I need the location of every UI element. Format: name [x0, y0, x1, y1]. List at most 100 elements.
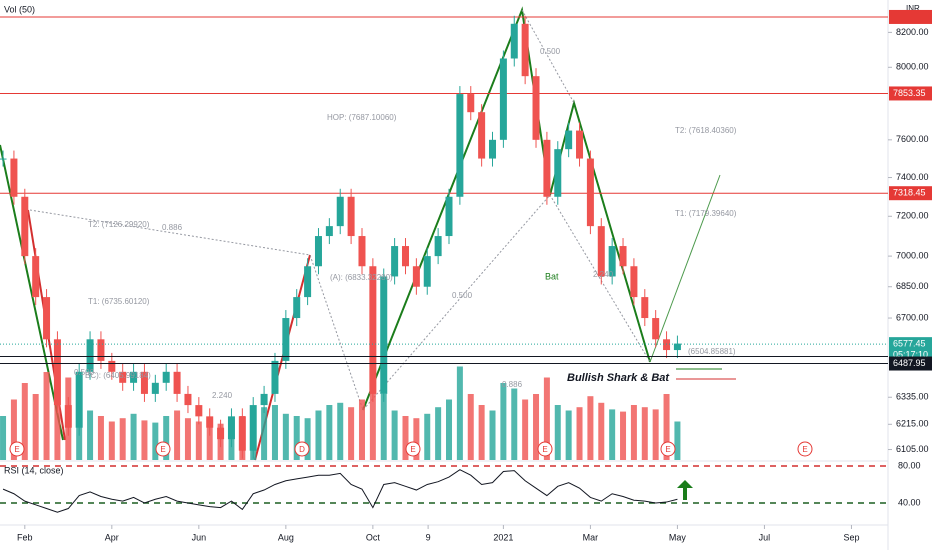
event-badge	[797, 441, 813, 457]
annotation: T1: (6735.60120)	[88, 297, 150, 306]
y-tick-label: 7600.00	[896, 134, 929, 144]
rsi-title: RSI (14, close)	[4, 465, 64, 475]
rsi-tick-label: 80.00	[898, 460, 921, 470]
y-tick-label: 6105.00	[896, 444, 929, 454]
volume-bar	[43, 372, 50, 460]
x-tick-label: Mar	[583, 532, 599, 542]
annotation: 0.500	[452, 291, 473, 300]
candle	[162, 371, 170, 383]
volume-bar	[598, 402, 605, 460]
event-badge	[294, 441, 310, 457]
candle	[467, 94, 475, 113]
candle	[499, 58, 507, 140]
event-label: E	[665, 445, 670, 454]
volume-bar	[0, 416, 7, 460]
candle	[358, 236, 366, 267]
annotation: HOP: (7687.10060)	[327, 113, 397, 122]
annotation: Bullish Shark & Bat	[567, 372, 670, 384]
volume-bar	[620, 411, 627, 460]
candle	[510, 23, 518, 59]
volume-bar	[663, 394, 670, 460]
annotation: T2: (7618.40360)	[675, 126, 737, 135]
pattern-dotted	[521, 9, 575, 104]
x-tick-label: Sep	[843, 532, 859, 542]
volume-bar	[32, 394, 39, 460]
candle	[489, 139, 497, 159]
candle	[663, 339, 671, 351]
candle	[532, 76, 540, 140]
candle	[391, 246, 399, 277]
volume-bar	[456, 366, 463, 460]
candle	[260, 393, 268, 406]
candle	[554, 149, 562, 197]
candle	[86, 339, 94, 372]
volume-bar	[326, 405, 333, 460]
volume-bar	[435, 407, 442, 460]
volume-bar	[652, 409, 659, 460]
event-label: E	[410, 445, 415, 454]
candle	[227, 416, 235, 440]
candle	[151, 382, 159, 394]
volume-bar	[21, 383, 28, 460]
candle	[576, 130, 584, 159]
volume-bar	[304, 418, 311, 460]
candle	[282, 318, 290, 361]
candle	[445, 196, 453, 237]
volume-bar	[674, 421, 681, 460]
candle	[401, 246, 409, 267]
annotation: Bat	[545, 271, 559, 281]
candle	[434, 236, 442, 257]
candle	[478, 112, 486, 159]
volume-bar	[489, 410, 496, 460]
volume-bar	[163, 416, 170, 460]
indicator-label: Vol (50)	[4, 4, 35, 14]
event-badge	[155, 441, 171, 457]
y-tick-label: 6335.00	[896, 392, 929, 402]
candle	[10, 158, 18, 197]
annotation: 0.500	[74, 368, 95, 377]
event-label: E	[802, 445, 807, 454]
volume-bar	[630, 405, 637, 460]
candle	[597, 226, 605, 277]
volume-bar	[369, 361, 376, 460]
candle	[217, 427, 225, 440]
volume-bar	[391, 410, 398, 460]
event-badge	[9, 441, 25, 457]
countdown: 05:17:10	[893, 350, 928, 360]
rsi-tick-label: 40.00	[898, 497, 921, 507]
x-tick-label: 9	[426, 532, 431, 542]
volume-bar	[511, 388, 518, 460]
volume-bar	[337, 402, 344, 460]
projection	[649, 174, 721, 363]
annotation: 0.886	[162, 223, 183, 232]
volume-bar	[576, 407, 583, 460]
level-tag	[889, 86, 932, 101]
candle	[608, 246, 616, 277]
volume-bar	[348, 407, 355, 460]
candle	[412, 266, 420, 287]
volume-bar	[413, 418, 420, 460]
candle	[206, 416, 214, 428]
volume-bar	[174, 410, 181, 460]
volume-bar	[554, 405, 561, 460]
candle	[64, 405, 72, 428]
volume-bar	[533, 394, 540, 460]
candle	[173, 371, 181, 394]
annotation: BC): (6405.99184)	[85, 371, 151, 380]
event-badge	[660, 441, 676, 457]
volume-bar	[195, 421, 202, 460]
event-badge	[405, 441, 421, 457]
candle	[423, 256, 431, 287]
currency: INR	[906, 4, 920, 13]
volume-bar	[467, 394, 474, 460]
candle	[380, 276, 388, 394]
volume-bar	[402, 416, 409, 460]
y-tick-label: 6215.00	[896, 419, 929, 429]
x-tick-label: May	[669, 532, 687, 542]
y-tick-label: 6700.00	[896, 312, 929, 322]
volume-bar	[282, 413, 289, 460]
candle	[119, 371, 127, 383]
candle	[75, 371, 83, 428]
